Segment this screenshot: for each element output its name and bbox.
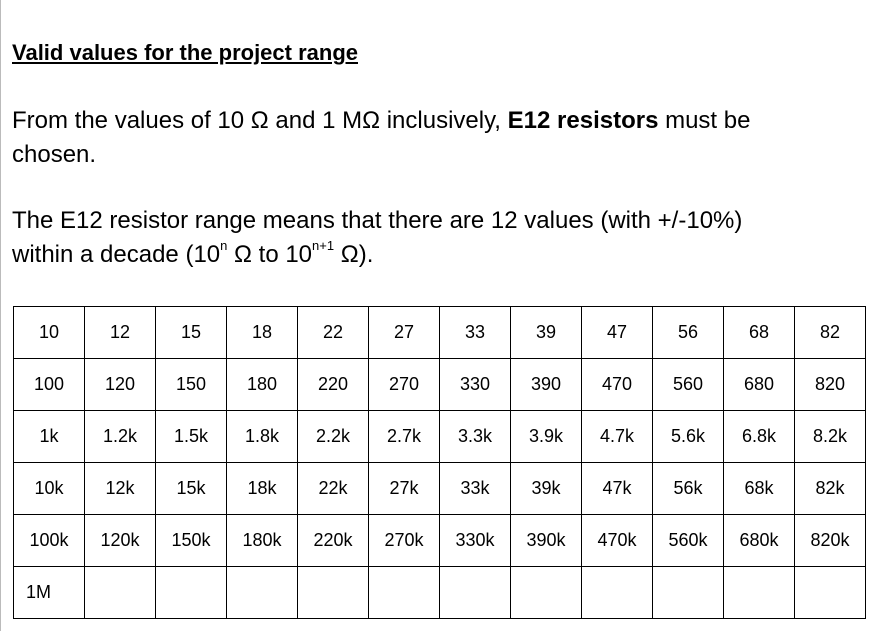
table-cell: 150k	[155, 514, 227, 567]
table-cell: 39	[510, 306, 582, 359]
table-cell: 10k	[13, 462, 85, 515]
table-cell	[652, 566, 724, 619]
bold-text: E12 resistors	[507, 107, 659, 134]
table-cell: 22	[297, 306, 369, 359]
table-row: 10k 12k 15k 18k 22k 27k 33k 39k 47k 56k 68k 82k	[13, 462, 866, 515]
table-cell: 47k	[581, 462, 653, 515]
table-cell: 220	[297, 358, 369, 411]
table-cell: 56	[652, 306, 724, 359]
table-cell: 120k	[84, 514, 156, 567]
table-cell: 1M	[13, 566, 85, 619]
table-cell: 39k	[510, 462, 582, 515]
table-cell: 15k	[155, 462, 227, 515]
table-cell	[155, 566, 227, 619]
table-cell: 150	[155, 358, 227, 411]
superscript: n	[220, 238, 228, 253]
table-cell: 820k	[794, 514, 866, 567]
table-cell: 390	[510, 358, 582, 411]
text: within a decade (10	[12, 241, 221, 268]
table-cell: 27	[368, 306, 440, 359]
table-cell: 100	[13, 358, 85, 411]
values-table: 10 12 15 18 22 27 33 39 47 56 68 82 100 120 150 180 220 2…	[13, 306, 866, 619]
table-cell: 3.3k	[439, 410, 511, 463]
superscript: n+1	[312, 238, 335, 253]
table-cell: 33	[439, 306, 511, 359]
table-cell: 5.6k	[652, 410, 724, 463]
table-cell: 1k	[13, 410, 85, 463]
table-cell: 470k	[581, 514, 653, 567]
table-cell: 390k	[510, 514, 582, 567]
table-cell: 470	[581, 358, 653, 411]
table-row: 1M	[13, 566, 866, 619]
table-cell: 1.8k	[226, 410, 298, 463]
table-cell: 6.8k	[723, 410, 795, 463]
text: Ω to 10	[227, 241, 313, 268]
table-row: 100 120 150 180 220 270 330 390 470 560 680 820	[13, 358, 866, 411]
table-row: 1k 1.2k 1.5k 1.8k 2.2k 2.7k 3.3k 3.9k 4.7k 5.6k 6.…	[13, 410, 866, 463]
text: Ω).	[334, 241, 374, 268]
table-cell: 2.7k	[368, 410, 440, 463]
paragraph: From the values of 10 Ω and 1 MΩ inclusi…	[12, 104, 872, 172]
table-cell: 120	[84, 358, 156, 411]
table-cell: 3.9k	[510, 410, 582, 463]
table-cell: 180	[226, 358, 298, 411]
page-edge	[0, 0, 1, 631]
table-cell: 330	[439, 358, 511, 411]
table-row: 10 12 15 18 22 27 33 39 47 56 68 82	[13, 306, 866, 359]
table-cell: 33k	[439, 462, 511, 515]
table-cell: 8.2k	[794, 410, 866, 463]
table-cell	[226, 566, 298, 619]
table-cell: 820	[794, 358, 866, 411]
table-cell: 27k	[368, 462, 440, 515]
table-cell: 560	[652, 358, 724, 411]
table-cell	[439, 566, 511, 619]
table-cell: 1.5k	[155, 410, 227, 463]
table-cell: 82k	[794, 462, 866, 515]
text: chosen.	[12, 141, 97, 168]
table-cell: 220k	[297, 514, 369, 567]
table-cell: 15	[155, 306, 227, 359]
text: must be	[658, 107, 751, 134]
table-cell: 12	[84, 306, 156, 359]
table-cell: 18	[226, 306, 298, 359]
table-cell: 68	[723, 306, 795, 359]
table-cell: 330k	[439, 514, 511, 567]
table-row: 100k 120k 150k 180k 220k 270k 330k 390k 470k 560k…	[13, 514, 866, 567]
table-cell: 68k	[723, 462, 795, 515]
table-cell: 82	[794, 306, 866, 359]
table-cell: 47	[581, 306, 653, 359]
table-cell: 1.2k	[84, 410, 156, 463]
table-cell: 2.2k	[297, 410, 369, 463]
table-cell: 180k	[226, 514, 298, 567]
table-cell: 18k	[226, 462, 298, 515]
text: From the values of 10 Ω and 1 MΩ inclusi…	[12, 107, 508, 134]
table-cell	[297, 566, 369, 619]
table-cell: 56k	[652, 462, 724, 515]
paragraph: The E12 resistor range means that there …	[12, 204, 872, 272]
table-cell: 680	[723, 358, 795, 411]
table-cell: 560k	[652, 514, 724, 567]
table-cell: 100k	[13, 514, 85, 567]
table-cell	[368, 566, 440, 619]
table-cell	[794, 566, 866, 619]
table-cell	[510, 566, 582, 619]
table-cell: 12k	[84, 462, 156, 515]
text: The E12 resistor range means that there …	[12, 207, 743, 234]
heading: Valid values for the project range	[12, 40, 358, 65]
table-cell: 680k	[723, 514, 795, 567]
table-cell: 270	[368, 358, 440, 411]
table-cell: 4.7k	[581, 410, 653, 463]
table-cell: 10	[13, 306, 85, 359]
table-cell	[84, 566, 156, 619]
table-cell	[723, 566, 795, 619]
table-cell: 270k	[368, 514, 440, 567]
table-cell: 22k	[297, 462, 369, 515]
table-cell	[581, 566, 653, 619]
